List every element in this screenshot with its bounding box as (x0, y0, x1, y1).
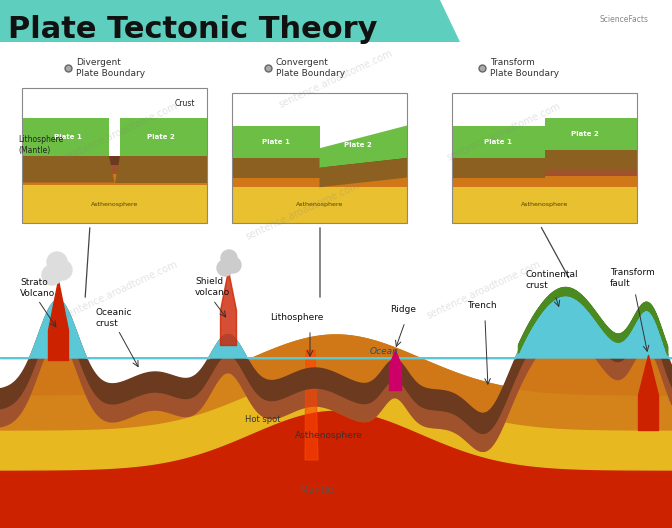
FancyBboxPatch shape (452, 167, 637, 176)
Polygon shape (544, 118, 637, 150)
Polygon shape (0, 0, 460, 42)
Text: Plate 2: Plate 2 (147, 134, 175, 139)
FancyBboxPatch shape (232, 167, 407, 176)
Text: Plate 1: Plate 1 (54, 134, 82, 139)
Polygon shape (232, 126, 319, 158)
Text: Plate 1: Plate 1 (485, 139, 512, 145)
Polygon shape (319, 158, 407, 187)
FancyBboxPatch shape (452, 158, 637, 167)
FancyBboxPatch shape (22, 174, 207, 185)
Text: Trench: Trench (467, 300, 497, 309)
Text: Asthenosphere: Asthenosphere (296, 202, 343, 208)
Text: Continental
crust: Continental crust (525, 270, 578, 290)
FancyBboxPatch shape (22, 185, 207, 223)
Text: Transform
Plate Boundary: Transform Plate Boundary (490, 58, 559, 78)
Text: Asthenosphere: Asthenosphere (521, 202, 568, 208)
Text: Transform
fault: Transform fault (610, 268, 655, 288)
Text: Crust: Crust (175, 99, 196, 108)
Polygon shape (232, 158, 319, 177)
Polygon shape (305, 350, 318, 460)
Polygon shape (22, 118, 109, 156)
Circle shape (225, 257, 241, 273)
Text: Shield
volcano: Shield volcano (195, 277, 230, 297)
Circle shape (52, 260, 72, 280)
Polygon shape (22, 156, 114, 183)
Polygon shape (114, 156, 207, 183)
Text: Plate Tectonic Theory: Plate Tectonic Theory (8, 15, 378, 44)
Text: Ocean: Ocean (370, 347, 399, 356)
FancyBboxPatch shape (232, 176, 407, 186)
FancyBboxPatch shape (22, 165, 207, 174)
FancyBboxPatch shape (232, 158, 407, 167)
Text: sentence.aroadtome.com: sentence.aroadtome.com (244, 181, 361, 242)
Polygon shape (544, 150, 637, 169)
Text: Plate 2: Plate 2 (344, 142, 372, 148)
Text: Lithosphere
(Mantle): Lithosphere (Mantle) (18, 135, 63, 155)
Text: ScienceFacts: ScienceFacts (600, 15, 649, 24)
Polygon shape (452, 126, 544, 158)
Text: sentence.aroadtome.com: sentence.aroadtome.com (446, 101, 562, 163)
Text: Asthenosphere: Asthenosphere (295, 430, 363, 439)
Circle shape (47, 252, 67, 272)
Circle shape (217, 260, 233, 276)
FancyBboxPatch shape (232, 186, 407, 223)
Polygon shape (319, 126, 407, 168)
Text: sentence.aroadtome.com: sentence.aroadtome.com (62, 101, 179, 163)
Text: Strato
Volcano: Strato Volcano (20, 278, 55, 298)
FancyBboxPatch shape (452, 186, 637, 223)
FancyBboxPatch shape (452, 176, 637, 186)
Text: sentence.aroadtome.com: sentence.aroadtome.com (278, 49, 394, 110)
Polygon shape (120, 118, 207, 156)
Text: Divergent
Plate Boundary: Divergent Plate Boundary (76, 58, 145, 78)
Text: sentence.aroadtome.com: sentence.aroadtome.com (425, 260, 542, 321)
Text: Asthenosphere: Asthenosphere (91, 202, 138, 206)
Circle shape (42, 265, 62, 285)
Text: Oceanic
crust: Oceanic crust (95, 308, 132, 328)
Polygon shape (452, 158, 544, 177)
Text: Lithosphere: Lithosphere (270, 314, 323, 323)
Text: Plate 1: Plate 1 (262, 139, 290, 145)
FancyBboxPatch shape (22, 156, 207, 165)
Circle shape (221, 250, 237, 266)
Text: Mantle: Mantle (300, 485, 333, 495)
Text: Plate 2: Plate 2 (571, 131, 599, 137)
Text: Hot spot: Hot spot (245, 416, 280, 425)
Text: sentence.aroadtome.com: sentence.aroadtome.com (62, 260, 179, 321)
Text: Convergent
Plate Boundary: Convergent Plate Boundary (276, 58, 345, 78)
Text: Ridge: Ridge (390, 306, 416, 315)
